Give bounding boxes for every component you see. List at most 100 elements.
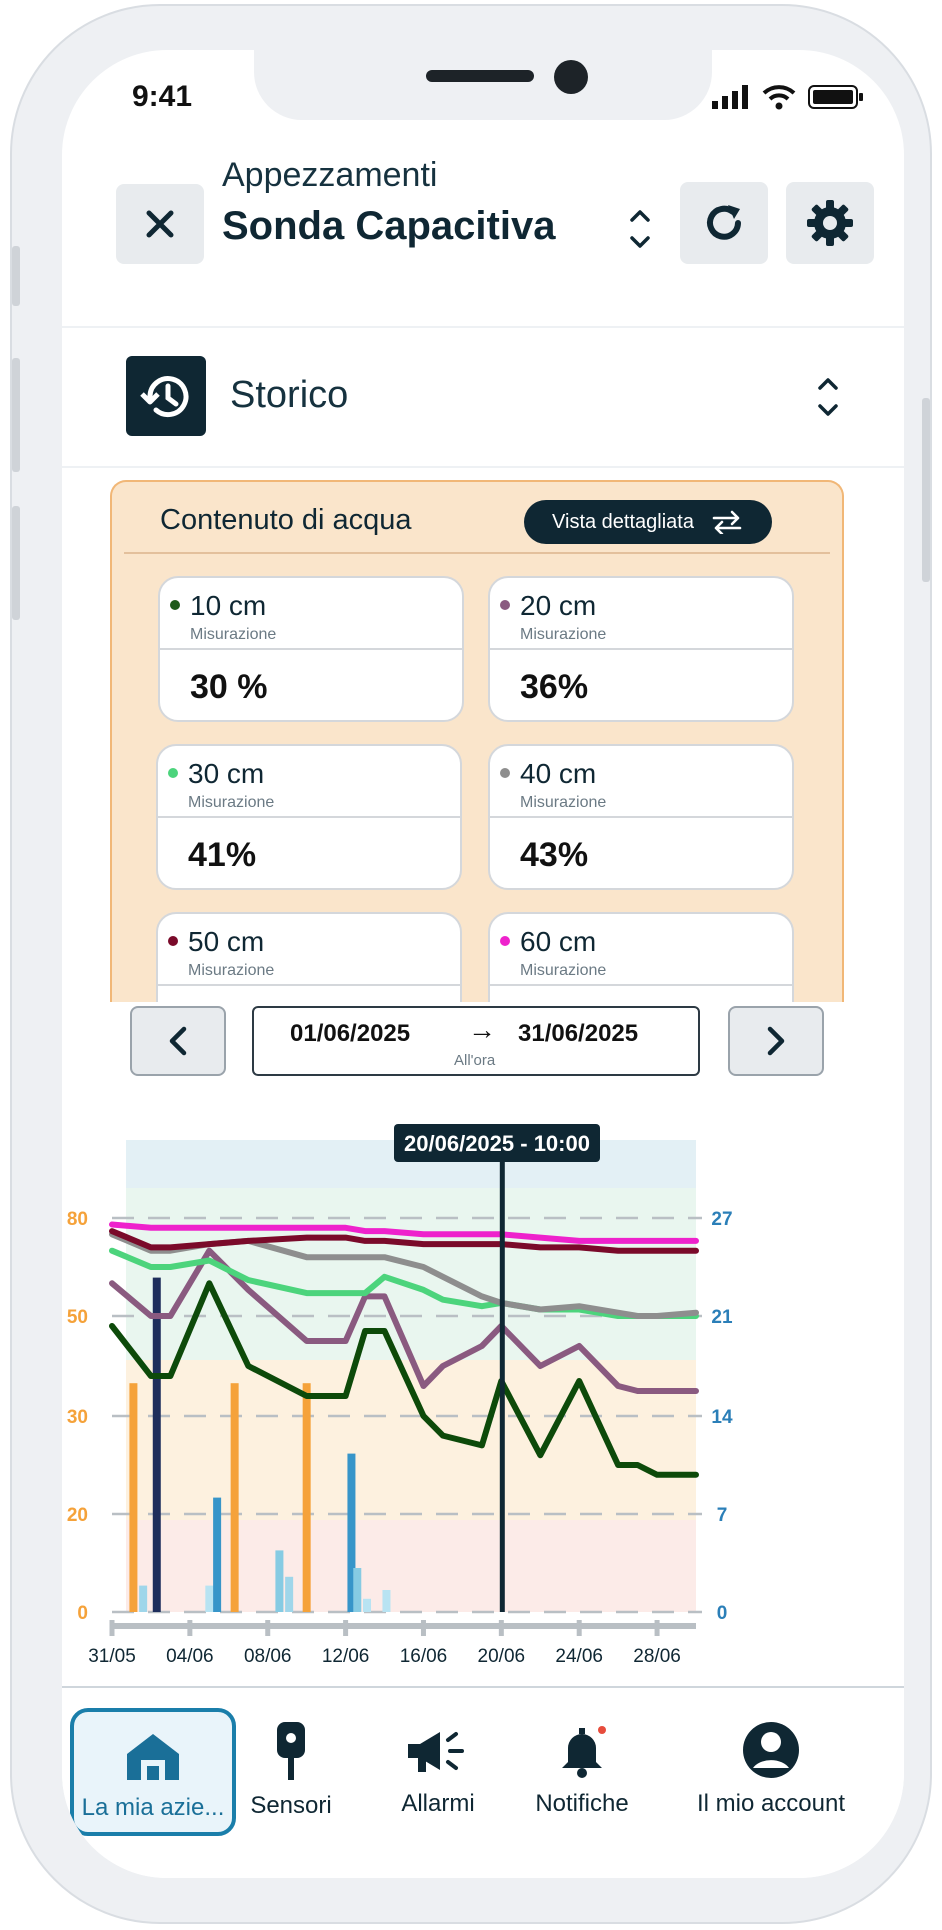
depth-tile[interactable]: 30 cm Misurazione 41% <box>156 744 462 890</box>
tile-value: 43% <box>520 836 589 874</box>
card-title: Contenuto di acqua <box>160 504 412 536</box>
wifi-icon <box>762 85 796 110</box>
series-dot <box>170 600 180 610</box>
header-subtitle: Appezzamenti <box>222 156 438 194</box>
series-dot <box>500 768 510 778</box>
rain-bar <box>129 1383 138 1612</box>
tab-label: Il mio account <box>696 1790 846 1817</box>
detail-view-label: Vista dettagliata <box>552 510 694 533</box>
depth-tile[interactable]: 10 cm Misurazione 30 % <box>158 576 464 722</box>
section-selector[interactable]: Storico <box>62 326 904 468</box>
series-line <box>109 1221 699 1244</box>
range-granularity: All'ora <box>454 1052 496 1069</box>
tab-alarms[interactable]: Allarmi <box>358 1708 518 1836</box>
detail-view-button[interactable]: Vista dettagliata <box>524 500 772 544</box>
tab-notifications[interactable]: Notifiche <box>502 1708 662 1836</box>
app-header: Appezzamenti Sonda Capacitiva <box>62 146 904 328</box>
tab-label: Notifiche <box>535 1790 629 1817</box>
y-left-tick-label: 80 <box>67 1209 88 1230</box>
x-tick-label: 08/06 <box>244 1646 292 1667</box>
series-dot <box>500 936 510 946</box>
depth-tile[interactable]: 40 cm Misurazione 43% <box>488 744 794 890</box>
chevron-up-down-icon <box>818 378 838 416</box>
tab-my-farm[interactable]: La mia azie... <box>70 1708 236 1836</box>
range-end-date: 31/06/2025 <box>518 1020 639 1047</box>
series-dot <box>500 600 510 610</box>
bottom-tab-bar: La mia azie... Sensori Allarmi <box>62 1686 904 1878</box>
close-button[interactable] <box>116 184 204 264</box>
x-tick-label: 16/06 <box>400 1646 448 1667</box>
x-tick-label: 28/06 <box>633 1646 681 1667</box>
y-right-tick-label: 27 <box>711 1209 732 1230</box>
rain-bar <box>230 1383 239 1612</box>
header-selector-toggle[interactable] <box>628 206 652 252</box>
chart-band <box>126 1188 696 1360</box>
power-button <box>922 398 930 582</box>
depth-tile[interactable]: 50 cm Misurazione <box>156 912 462 1002</box>
water-content-chart[interactable]: 20/06/2025 - 10:00 0 20 30 50 80 0 7 14 21 27 31/05… <box>62 1090 904 1730</box>
megaphone-icon <box>408 1732 464 1772</box>
water-content-card: Contenuto di acqua Vista dettagliata 10 … <box>110 480 844 1002</box>
depth-tile[interactable]: 60 cm Misurazione <box>488 912 794 1002</box>
chevron-up-down-icon <box>630 210 650 248</box>
rain-bar <box>363 1598 372 1612</box>
volume-up-button <box>12 358 20 472</box>
home-icon <box>127 1734 179 1780</box>
speaker <box>426 70 534 82</box>
y-left-tick-label: 0 <box>77 1603 88 1624</box>
series-line <box>109 1247 699 1394</box>
x-tick-label: 31/05 <box>88 1646 136 1667</box>
tile-label: Misurazione <box>520 626 607 643</box>
x-tick-label: 24/06 <box>555 1646 603 1667</box>
next-period-button[interactable] <box>728 1006 824 1076</box>
tile-divider <box>490 648 792 650</box>
chevron-right-icon <box>767 1026 785 1056</box>
header-title: Sonda Capacitiva <box>222 204 556 248</box>
series-dot <box>168 768 178 778</box>
tab-label: La mia azie... <box>81 1794 225 1821</box>
rain-bar <box>382 1590 391 1612</box>
tile-label: Misurazione <box>190 626 277 643</box>
status-icons <box>712 84 864 110</box>
tile-depth: 10 cm <box>190 590 267 621</box>
card-divider <box>124 552 830 554</box>
tile-divider <box>158 816 460 818</box>
series-line <box>109 1247 699 1319</box>
y-right-tick-label: 14 <box>711 1407 733 1428</box>
rain-bar <box>302 1383 311 1612</box>
y-left-tick-label: 50 <box>67 1307 88 1328</box>
series-line <box>109 1228 699 1254</box>
rain-bar <box>139 1585 148 1612</box>
signal-icon <box>712 85 748 109</box>
y-right-tick-label: 7 <box>717 1505 728 1526</box>
tab-sensors[interactable]: Sensori <box>216 1708 366 1836</box>
account-icon <box>743 1722 799 1778</box>
y-left-tick-label: 30 <box>67 1407 88 1428</box>
sensor-icon <box>277 1722 305 1780</box>
x-tick-label: 04/06 <box>166 1646 214 1667</box>
x-tick-label: 12/06 <box>322 1646 370 1667</box>
close-icon <box>146 210 174 238</box>
previous-period-button[interactable] <box>130 1006 226 1076</box>
section-title: Storico <box>230 374 349 416</box>
rain-bar <box>275 1550 284 1612</box>
y-right-tick-label: 0 <box>717 1603 728 1624</box>
tile-label: Misurazione <box>520 962 607 979</box>
depth-tile[interactable]: 20 cm Misurazione 36% <box>488 576 794 722</box>
mute-switch <box>12 246 20 306</box>
history-icon <box>126 356 206 436</box>
tooltip-box <box>394 1124 600 1162</box>
refresh-button[interactable] <box>680 182 768 264</box>
tab-account[interactable]: Il mio account <box>658 1708 884 1836</box>
range-start-date: 01/06/2025 <box>290 1020 411 1047</box>
date-range-picker[interactable]: 01/06/2025 → 31/06/2025 All'ora <box>252 1006 700 1076</box>
tile-divider <box>490 984 792 986</box>
settings-button[interactable] <box>786 182 874 264</box>
camera <box>554 60 588 94</box>
tab-label: Sensori <box>250 1792 332 1819</box>
tooltip-label: 20/06/2025 - 10:00 <box>404 1131 590 1156</box>
tile-depth: 20 cm <box>520 590 597 621</box>
swap-arrows-icon <box>712 510 742 534</box>
battery-icon <box>808 85 863 109</box>
series-line <box>109 1280 699 1478</box>
